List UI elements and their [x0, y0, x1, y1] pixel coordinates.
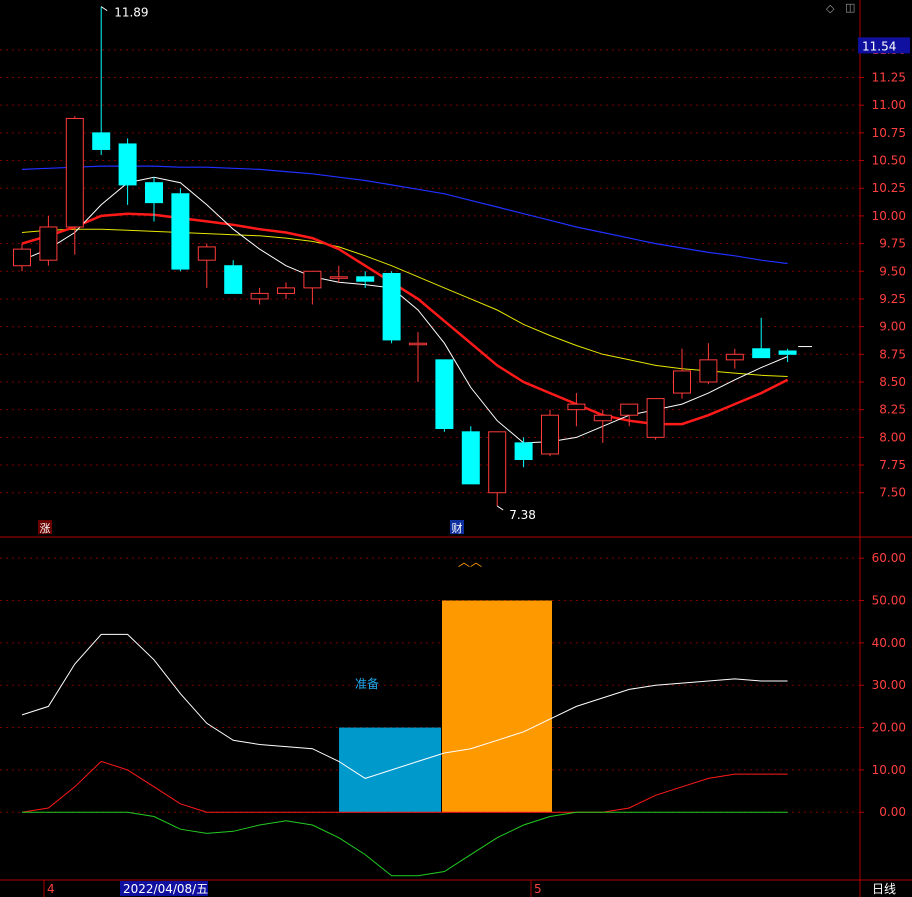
candle-down: [224, 265, 243, 294]
panel-toggle-icon[interactable]: ◫: [845, 1, 856, 14]
candle-up: [567, 403, 586, 411]
price-tick-label: 10.50: [872, 154, 906, 168]
diamond-icon[interactable]: ◇: [826, 2, 835, 15]
candle-up: [725, 353, 744, 361]
period-label: 日线: [872, 882, 896, 896]
candle-down: [752, 348, 771, 359]
price-tick-label: 10.75: [872, 126, 906, 140]
candle-up: [13, 248, 31, 267]
prepare-label: 准备: [355, 677, 379, 691]
price-tick-label: 9.00: [879, 320, 906, 334]
candle-up: [197, 246, 216, 261]
high-label: 11.89: [114, 6, 148, 20]
price-tick-label: 8.75: [879, 347, 906, 361]
marker-rise-box: [38, 520, 52, 534]
indicator-white-line: [21, 633, 788, 779]
price-tick-label: 11.25: [872, 71, 906, 85]
indicator-tick-label: 10.00: [872, 763, 906, 777]
x-label-date: 2022/04/08/五: [123, 882, 208, 896]
ma-red-line: [21, 212, 789, 426]
ma-yellow-line: [21, 228, 788, 377]
ma-blue-line: [21, 165, 788, 265]
indicator-tick-label: 40.00: [872, 636, 906, 650]
candle-down: [118, 143, 137, 186]
candle-up: [593, 414, 612, 422]
price-tick-label: 8.50: [879, 375, 906, 389]
current-price-label: 11.54: [862, 39, 896, 53]
price-tick-label: 10.25: [872, 181, 906, 195]
price-tick-label: 10.00: [872, 209, 906, 223]
price-tick-label: 11.00: [872, 98, 906, 112]
candle-down: [778, 350, 797, 355]
indicator-green-line: [22, 811, 788, 877]
candle-up: [673, 370, 691, 394]
candle-up: [277, 287, 295, 294]
current-price-badge: [858, 37, 910, 54]
axis-labels: 11.5011.2511.0010.7510.5010.2510.009.759…: [38, 6, 910, 896]
indicator-tick-label: 60.00: [872, 551, 906, 565]
indicator-bar-orange: [442, 600, 552, 813]
indicator-tick-label: 30.00: [872, 678, 906, 692]
candle-down: [435, 359, 454, 429]
price-tick-label: 7.50: [879, 486, 906, 500]
x-label-month-5: 5: [534, 882, 542, 896]
indicator-tick-label: 20.00: [872, 721, 906, 735]
indicator-marks: [21, 600, 788, 877]
low-pointer: [496, 505, 504, 511]
indicator-red-line: [21, 760, 788, 813]
price-tick-label: 9.75: [879, 237, 906, 251]
ma-white-line: [21, 176, 788, 444]
candle-down: [171, 193, 190, 270]
candle-up: [699, 359, 718, 383]
x-date-highlight: [120, 881, 208, 896]
price-tick-label: 9.50: [879, 264, 906, 278]
indicator-tick-label: 50.00: [872, 594, 906, 608]
candle-down: [356, 276, 375, 282]
candle-down: [461, 431, 480, 485]
price-grid: [0, 49, 864, 494]
marker-fin-box: [450, 520, 464, 534]
low-label: 7.38: [509, 508, 536, 522]
candle-up: [250, 292, 269, 300]
candle-up: [39, 226, 58, 261]
candle-up: [620, 403, 639, 416]
candle-up: [303, 270, 322, 289]
candle-up: [488, 431, 507, 494]
price-tick-label: 8.25: [879, 403, 906, 417]
candle-up: [65, 117, 84, 228]
indicator-tick-label: 0.00: [879, 805, 906, 819]
candle-down: [514, 442, 533, 460]
candle-up: [329, 276, 348, 279]
marker-rise: 涨: [40, 522, 51, 535]
indicator-grid: [0, 557, 864, 813]
peak-glyph: ︿︿: [458, 555, 482, 569]
high-pointer: [100, 6, 108, 12]
candle-down: [382, 272, 401, 341]
candle-up: [541, 414, 559, 455]
price-tick-label: 7.75: [879, 458, 906, 472]
x-label-month-4: 4: [47, 882, 55, 896]
price-tick-label: 8.00: [879, 430, 906, 444]
candle-up: [646, 398, 665, 438]
price-tick-label: 9.25: [879, 292, 906, 306]
candle-down: [145, 182, 163, 204]
candle-down: [92, 132, 111, 150]
candle-up: [409, 342, 427, 346]
marker-financial: 财: [452, 521, 463, 535]
price-marks: [13, 6, 813, 506]
